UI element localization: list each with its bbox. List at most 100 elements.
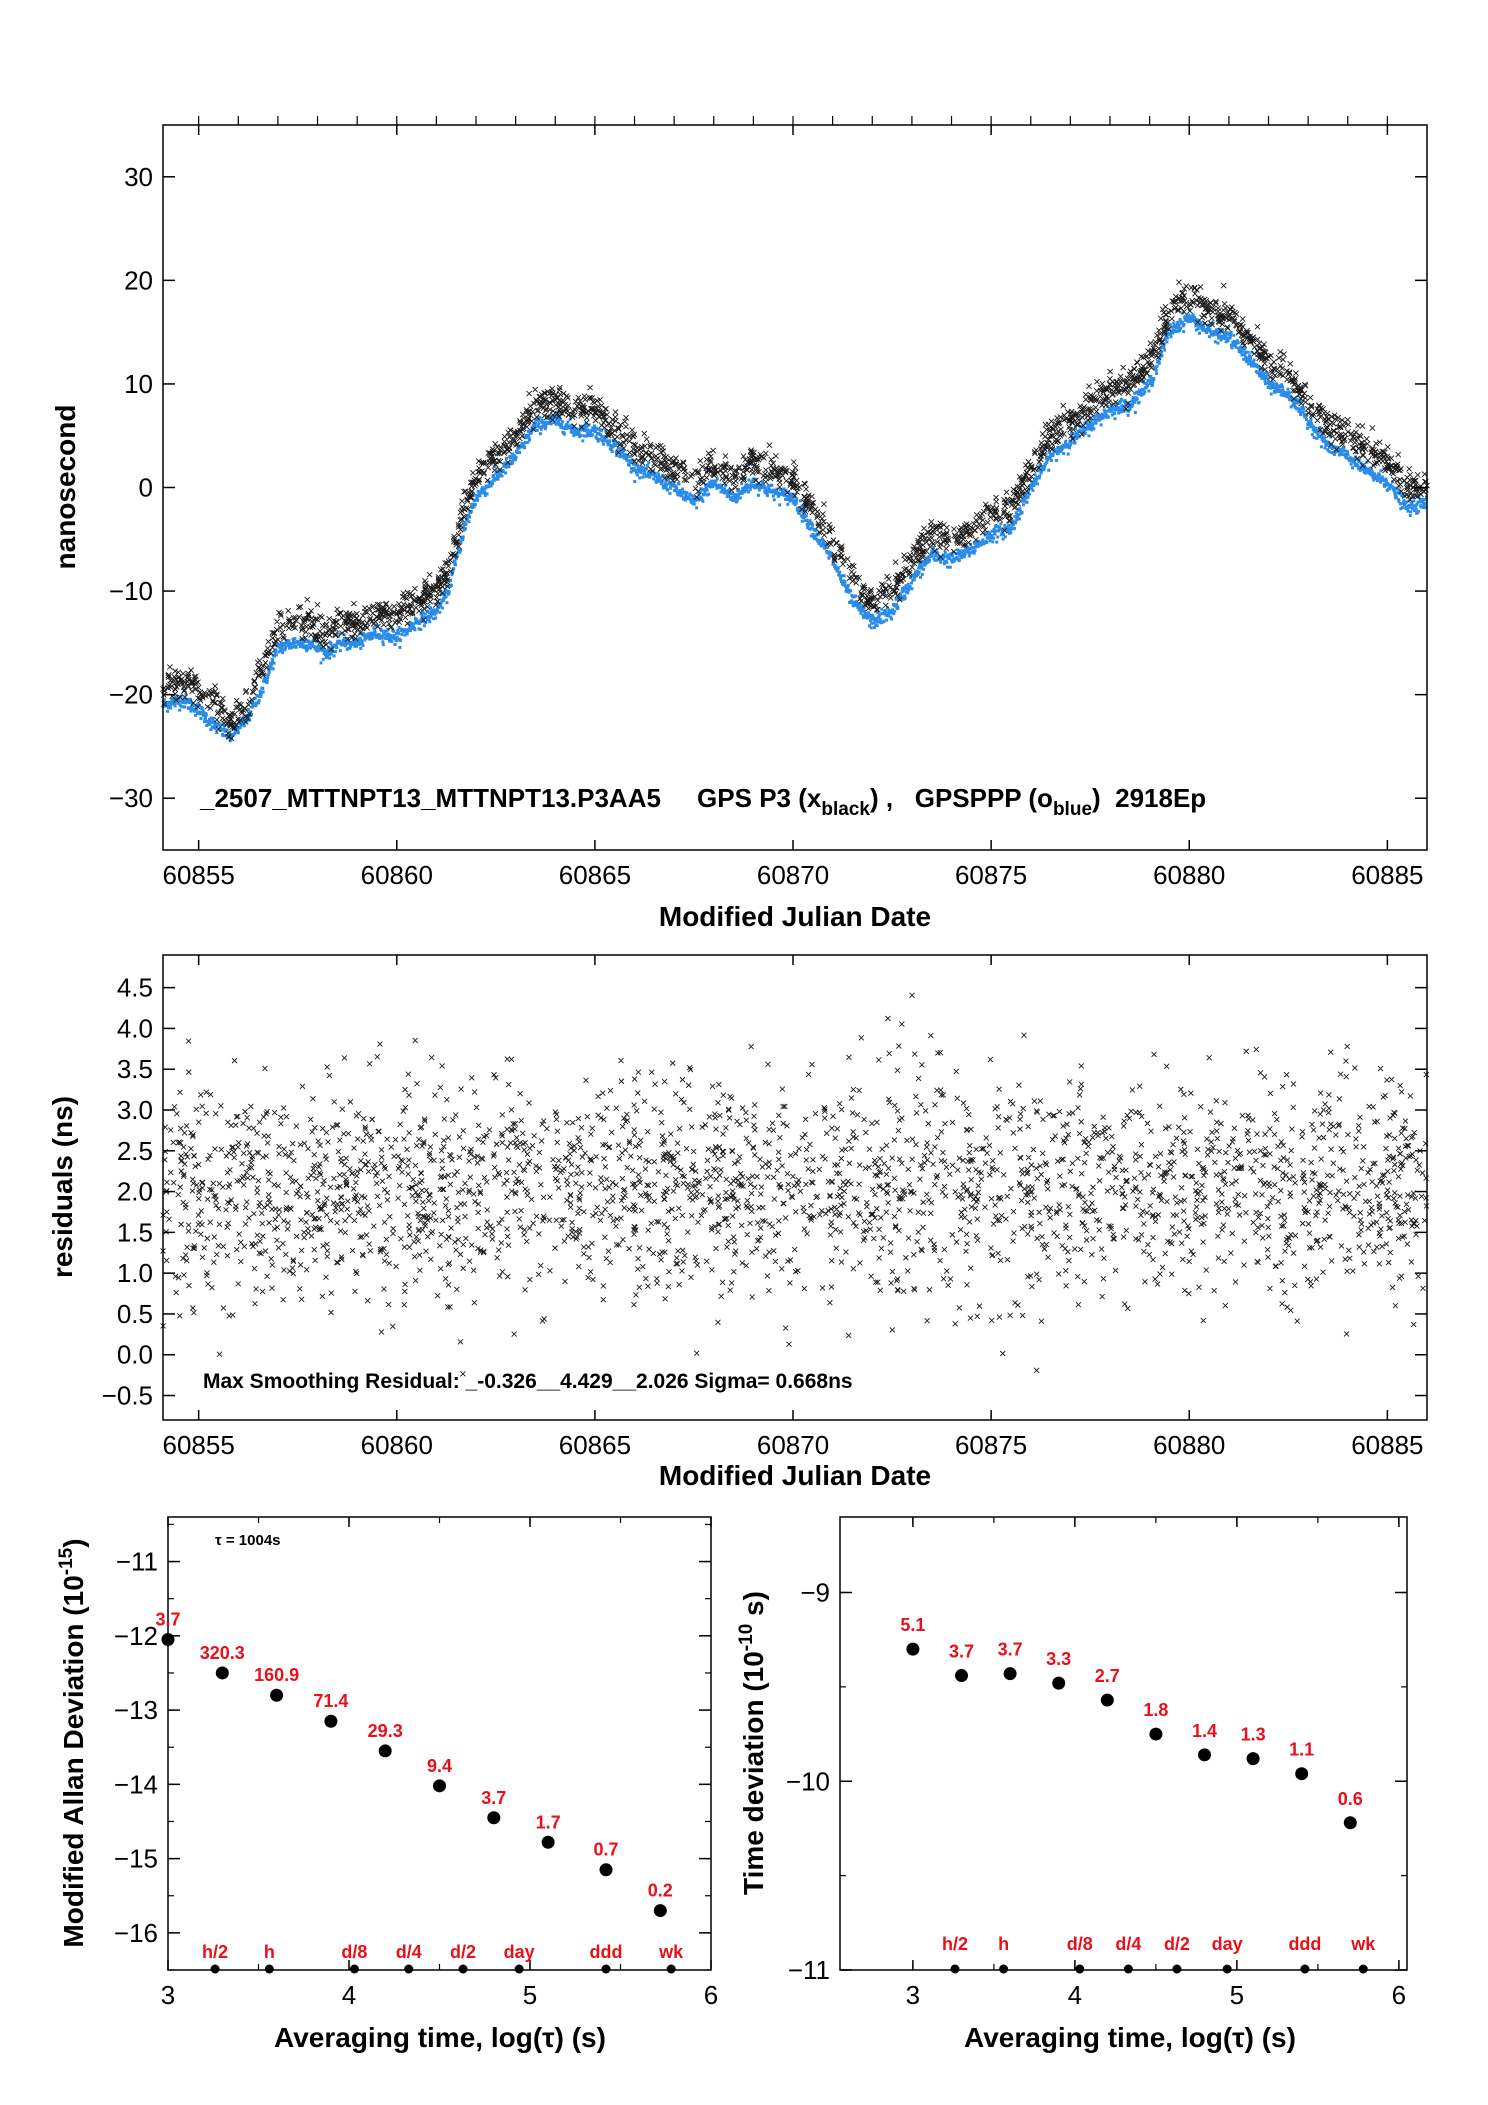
black-point bbox=[777, 467, 784, 474]
blue-point bbox=[742, 490, 746, 494]
black-point bbox=[492, 441, 499, 447]
black-point bbox=[652, 444, 659, 451]
blue-point bbox=[583, 427, 587, 431]
blue-point bbox=[259, 694, 263, 698]
blue-point bbox=[1414, 504, 1418, 508]
black-point bbox=[617, 421, 624, 428]
blue-point bbox=[633, 479, 637, 483]
blue-point bbox=[1136, 390, 1140, 394]
blue-point bbox=[735, 497, 739, 501]
blue-point bbox=[513, 454, 517, 458]
blue-point bbox=[940, 555, 944, 559]
black-point bbox=[278, 612, 284, 619]
blue-point bbox=[170, 701, 174, 705]
blue-point bbox=[752, 484, 756, 488]
black-point bbox=[447, 568, 454, 575]
blue-point bbox=[270, 662, 274, 666]
blue-point bbox=[463, 521, 467, 525]
black-point bbox=[850, 563, 857, 570]
black-point bbox=[1275, 354, 1282, 361]
blue-point bbox=[423, 612, 427, 616]
black-point bbox=[181, 687, 188, 693]
blue-point bbox=[729, 497, 733, 501]
black-point bbox=[300, 618, 307, 625]
black-point bbox=[455, 531, 462, 538]
blue-point bbox=[459, 541, 463, 545]
blue-point bbox=[840, 574, 844, 578]
blue-point bbox=[777, 494, 781, 498]
black-point bbox=[353, 610, 360, 617]
blue-point bbox=[1299, 400, 1303, 404]
black-point bbox=[853, 579, 860, 586]
blue-point bbox=[1273, 386, 1277, 390]
blue-point bbox=[228, 731, 232, 735]
black-point bbox=[1333, 446, 1340, 453]
blue-point bbox=[847, 590, 851, 594]
black-point bbox=[997, 516, 1004, 523]
blue-point bbox=[906, 582, 910, 586]
blue-point bbox=[1424, 506, 1428, 510]
blue-point bbox=[1193, 320, 1197, 324]
black-point bbox=[936, 533, 943, 540]
black-point bbox=[884, 573, 890, 580]
blue-point bbox=[195, 708, 199, 712]
blue-point bbox=[1236, 341, 1240, 345]
blue-point bbox=[357, 643, 361, 647]
blue-point bbox=[641, 465, 645, 469]
black-point bbox=[692, 485, 699, 492]
blue-point bbox=[1392, 489, 1396, 493]
black-point bbox=[400, 590, 407, 597]
blue-point bbox=[676, 493, 680, 497]
blue-point bbox=[1035, 475, 1039, 479]
blue-point bbox=[1180, 321, 1184, 325]
blue-point bbox=[985, 541, 989, 545]
blue-point bbox=[566, 420, 570, 424]
black-point bbox=[729, 472, 736, 479]
blue-point bbox=[1073, 427, 1077, 431]
black-point bbox=[732, 478, 739, 484]
blue-point bbox=[1397, 499, 1401, 503]
blue-point bbox=[1177, 323, 1181, 327]
blue-point bbox=[1033, 473, 1037, 477]
blue-point bbox=[1262, 372, 1266, 376]
black-point bbox=[1093, 408, 1100, 415]
black-point bbox=[581, 393, 588, 400]
blue-point bbox=[272, 661, 276, 665]
blue-point bbox=[217, 721, 221, 725]
blue-point bbox=[475, 496, 479, 500]
black-point bbox=[239, 710, 245, 716]
black-point bbox=[1014, 483, 1021, 490]
black-point bbox=[733, 473, 740, 480]
blue-point bbox=[564, 425, 568, 429]
blue-point bbox=[443, 587, 447, 591]
black-point bbox=[1408, 489, 1415, 496]
blue-point bbox=[178, 708, 182, 712]
blue-point bbox=[342, 636, 346, 640]
blue-point bbox=[584, 434, 588, 438]
blue-point bbox=[322, 648, 326, 652]
blue-point bbox=[1358, 468, 1362, 472]
black-point bbox=[1279, 365, 1286, 372]
blue-point bbox=[430, 612, 434, 616]
blue-point bbox=[254, 703, 258, 707]
blue-point bbox=[431, 617, 435, 621]
blue-point bbox=[765, 492, 769, 496]
blue-point bbox=[483, 494, 487, 498]
blue-point bbox=[1379, 480, 1383, 484]
blue-point bbox=[1117, 411, 1121, 415]
blue-point bbox=[208, 722, 212, 726]
blue-point bbox=[458, 550, 462, 554]
blue-point bbox=[799, 514, 803, 518]
blue-point bbox=[1423, 498, 1427, 502]
blue-point bbox=[735, 499, 739, 503]
black-point bbox=[721, 480, 728, 487]
blue-point bbox=[797, 511, 801, 515]
blue-point bbox=[360, 639, 364, 643]
blue-point bbox=[1147, 379, 1151, 383]
blue-point bbox=[994, 529, 998, 533]
black-point bbox=[1003, 489, 1010, 496]
blue-point bbox=[397, 631, 401, 635]
blue-point bbox=[816, 532, 820, 536]
black-point bbox=[956, 527, 963, 534]
black-point bbox=[910, 552, 917, 559]
